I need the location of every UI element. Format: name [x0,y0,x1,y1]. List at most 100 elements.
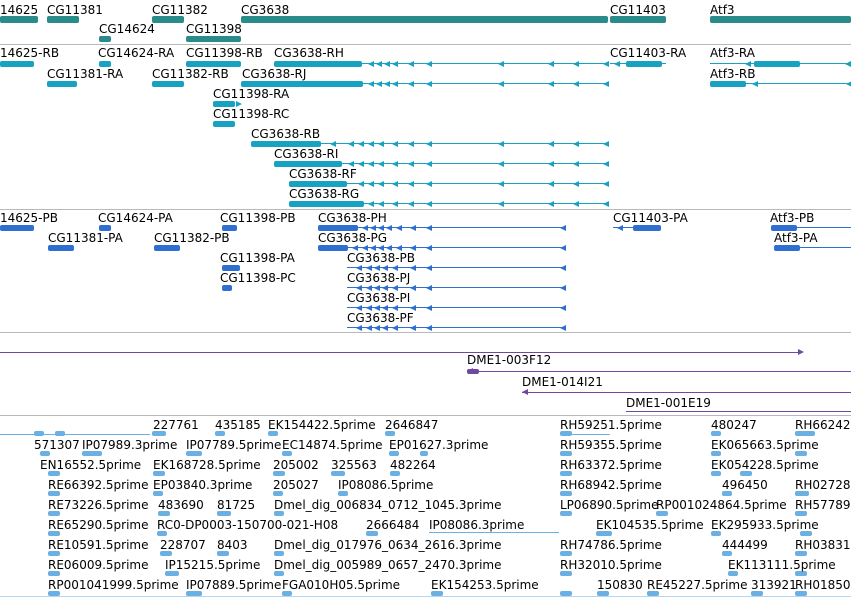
transcript-label[interactable]: CG11382-RB [152,67,229,81]
mrna-feature[interactable] [251,141,321,147]
est-label[interactable]: RH57789 [795,498,851,512]
est-label[interactable]: IP08086.5prime [338,478,434,492]
est-label[interactable]: Dmel_dig_005989_0657_2470.3prime [274,558,502,572]
clone-label[interactable]: DME1-003F12 [467,353,552,367]
est-feature[interactable] [751,591,763,596]
est-label[interactable]: IP07989.3prime [82,438,178,452]
est-feature[interactable] [217,551,229,556]
transcript-label[interactable]: 14625-RB [0,46,60,60]
est-label[interactable]: 2646847 [385,418,439,432]
clone-feature[interactable] [522,392,851,393]
transcript-label[interactable]: CG11398-RA [213,87,290,101]
est-label[interactable]: RP001041999.5prime [48,578,179,592]
mrna-feature[interactable] [186,61,241,67]
est-feature[interactable] [560,451,572,456]
mrna-feature[interactable] [152,81,184,87]
transcript-label[interactable]: CG11398-RB [186,46,263,60]
est-feature[interactable] [160,551,172,556]
est-label[interactable]: EP01627.3prime [389,438,489,452]
est-label[interactable]: LP06890.5prime [560,498,659,512]
est-label[interactable]: EK065663.5prime [711,438,819,452]
est-label[interactable]: RH32010.5prime [560,558,662,572]
est-feature[interactable] [273,491,283,496]
cds-feature[interactable] [318,225,358,231]
est-feature[interactable] [560,511,572,516]
transcript-label[interactable]: CG3638-RF [289,167,357,181]
est-feature[interactable] [385,431,395,436]
est-label[interactable]: 8403 [217,538,248,552]
est-feature[interactable] [217,511,231,516]
est-feature[interactable] [153,471,165,476]
mrna-feature[interactable] [274,61,362,67]
cds-feature[interactable] [154,245,180,251]
gene-label[interactable]: 14625 [0,3,39,17]
cds-feature[interactable] [99,225,111,231]
mrna-feature[interactable] [710,81,746,87]
est-label[interactable]: 325563 [331,458,377,472]
est-feature[interactable] [34,431,44,436]
est-label[interactable]: EK168728.5prime [153,458,261,472]
est-feature[interactable] [429,532,559,533]
protein-label[interactable]: Atf3-PA [774,231,818,245]
est-label[interactable]: 150830 [597,578,643,592]
est-label[interactable]: RH63372.5prime [560,458,662,472]
gene-feature[interactable] [186,36,241,42]
cds-feature[interactable] [633,225,661,231]
transcript-label[interactable]: CG3638-RI [274,147,339,161]
est-label[interactable]: 205002 [273,458,319,472]
est-label[interactable]: EK154422.5prime [268,418,376,432]
est-label[interactable]: RH59251.5prime [560,418,662,432]
est-label[interactable]: RH74786.5prime [560,538,662,552]
protein-label[interactable]: CG3638-PI [347,291,411,305]
est-feature[interactable] [366,531,378,536]
est-label[interactable]: RE06009.5prime [48,558,149,572]
cds-feature[interactable] [774,245,800,251]
cds-feature[interactable] [318,245,348,251]
est-feature[interactable] [795,451,807,456]
est-feature[interactable] [82,451,102,456]
protein-label[interactable]: CG11398-PB [220,211,296,225]
est-label[interactable]: IP15215.5prime [165,558,261,572]
est-label[interactable]: RP001024864.5prime [656,498,787,512]
gene-feature[interactable] [0,16,38,23]
est-label[interactable]: RE45227.5prime [647,578,748,592]
est-feature[interactable] [795,511,807,516]
est-feature[interactable] [338,491,348,496]
est-feature[interactable] [711,471,721,476]
est-feature[interactable] [273,471,285,476]
protein-label[interactable]: CG3638-PB [347,251,416,265]
est-feature[interactable] [711,451,721,456]
est-feature[interactable] [48,491,60,496]
est-label[interactable]: RE66392.5prime [48,478,149,492]
est-feature[interactable] [722,491,732,496]
mrna-feature[interactable] [99,61,111,67]
protein-label[interactable]: CG11403-PA [613,211,688,225]
transcript-label[interactable]: CG14624-RA [98,46,175,60]
est-label[interactable]: EK295933.5prime [711,518,819,532]
est-feature[interactable] [390,471,400,476]
est-feature[interactable] [165,571,179,576]
est-feature[interactable] [48,551,60,556]
est-feature[interactable] [795,571,807,576]
est-feature[interactable] [800,531,812,536]
est-label[interactable]: RH02728 [795,478,851,492]
est-feature[interactable] [186,591,202,596]
gene-feature[interactable] [241,16,608,23]
est-label[interactable]: RC0-DP0003-150700-021-H08 [157,518,339,532]
est-feature[interactable] [152,431,166,436]
est-feature[interactable] [186,451,202,456]
est-label[interactable]: EN16552.5prime [40,458,142,472]
est-feature[interactable] [560,434,610,435]
transcript-label[interactable]: Atf3-RB [710,67,756,81]
gene-feature[interactable] [610,16,666,23]
est-feature[interactable] [596,531,612,536]
est-label[interactable]: RH68942.5prime [560,478,662,492]
est-label[interactable]: EK054228.5prime [711,458,819,472]
est-label[interactable]: RH66242 [795,418,851,432]
transcript-label[interactable]: CG3638-RB [251,127,321,141]
est-feature[interactable] [560,551,572,556]
est-label[interactable]: RE10591.5prime [48,538,149,552]
mrna-feature[interactable] [626,61,662,67]
transcript-label[interactable]: CG11398-RC [213,107,290,121]
